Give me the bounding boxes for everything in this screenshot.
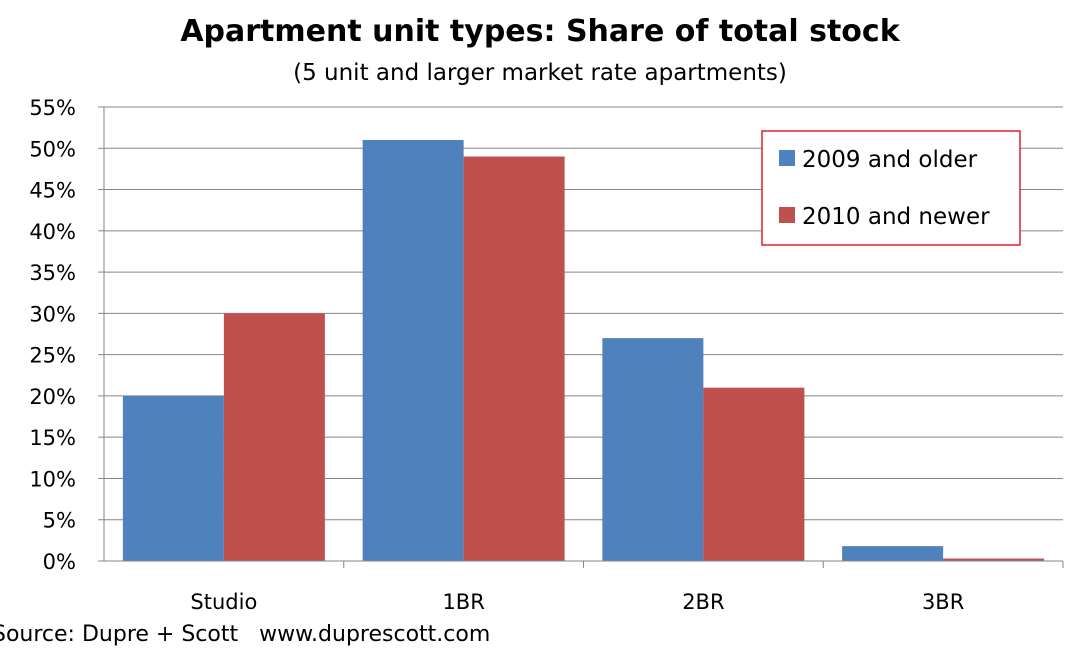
x-tick-label: Studio [190, 590, 257, 614]
y-tick-label: 5% [43, 509, 76, 533]
bar [463, 156, 565, 561]
source-note: Source: Dupre + Scott www.duprescott.com [0, 622, 491, 647]
y-tick-label: 10% [29, 467, 76, 491]
y-tick-label: 0% [43, 550, 76, 574]
legend-box [761, 130, 1021, 246]
y-tick-label: 20% [29, 385, 76, 409]
y-tick-label: 15% [29, 426, 76, 450]
y-tick-labels: 0% 5% 10% 15% 20% 25% 30% 35% 40% 45% 50% 55% [29, 96, 76, 574]
bars [122, 140, 1045, 561]
bar [122, 395, 224, 561]
y-tick-label: 45% [29, 179, 76, 203]
legend-label: 2009 and older [802, 147, 978, 173]
x-tick-label: 3BR [922, 590, 964, 614]
axes [98, 106, 1064, 568]
y-tick-label: 40% [29, 220, 76, 244]
legend-label: 2010 and newer [802, 204, 990, 230]
bar [362, 140, 464, 561]
y-tick-label: 25% [29, 344, 76, 368]
x-tick-labels: Studio 1BR 2BR 3BR [190, 590, 964, 614]
x-tick-label: 1BR [442, 590, 484, 614]
chart-subtitle: (5 unit and larger market rate apartment… [293, 60, 787, 86]
x-tick-label: 2BR [682, 590, 724, 614]
legend-swatch [779, 150, 795, 166]
y-tick-label: 55% [29, 96, 76, 120]
y-tick-label: 30% [29, 302, 76, 326]
bar [602, 338, 704, 561]
bar [223, 313, 325, 561]
y-tick-label: 50% [29, 137, 76, 161]
chart-title: Apartment unit types: Share of total sto… [180, 14, 900, 49]
bar [943, 558, 1045, 561]
legend: 2009 and older 2010 and newer [761, 130, 1021, 246]
bar [703, 387, 805, 561]
bar [842, 546, 944, 561]
y-tick-label: 35% [29, 261, 76, 285]
legend-swatch [779, 207, 795, 223]
